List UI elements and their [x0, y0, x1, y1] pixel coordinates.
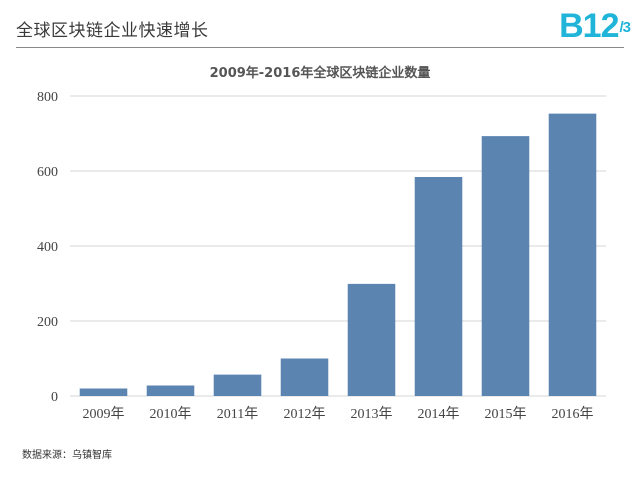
- x-tick-label: 2014年: [418, 406, 460, 422]
- y-axis-ticks: 0 200 400 600 800: [37, 90, 58, 405]
- bar-2016年: [548, 113, 597, 396]
- x-tick-label: 2010年: [150, 406, 192, 422]
- bar-2009年: [79, 388, 128, 396]
- bar-2015年: [481, 136, 530, 396]
- x-tick-label: 2015年: [485, 406, 527, 422]
- bar-2013年: [347, 283, 396, 396]
- y-tick-label: 800: [37, 90, 58, 105]
- bar-2011年: [213, 374, 262, 396]
- data-source-note: 数据来源：乌镇智库: [22, 450, 112, 461]
- y-tick-label: 200: [37, 315, 58, 330]
- x-tick-label: 2013年: [351, 406, 393, 422]
- logo-text: B12: [559, 7, 619, 45]
- bar-2010年: [146, 385, 195, 396]
- brand-logo: B12/3: [559, 6, 631, 46]
- y-tick-label: 600: [37, 165, 58, 180]
- header-title: 全球区块链企业快速增长: [16, 21, 209, 41]
- y-tick-label: 400: [37, 240, 58, 255]
- chart-title: 2009年-2016年全球区块链企业数量: [209, 66, 431, 81]
- x-tick-label: 2011年: [217, 406, 258, 422]
- y-tick-label: 0: [51, 390, 58, 405]
- x-tick-label: 2012年: [284, 406, 326, 422]
- logo-suffix: /3: [619, 19, 630, 36]
- bars: [79, 113, 597, 396]
- header-divider: [16, 47, 624, 48]
- x-tick-label: 2016年: [552, 406, 594, 422]
- x-axis-labels: 2009年 2010年 2011年 2012年 2013年 2014年 2015年 2016年: [83, 406, 594, 422]
- x-tick-label: 2009年: [83, 406, 125, 422]
- bar-2014年: [414, 177, 463, 396]
- bar-2012年: [280, 358, 329, 396]
